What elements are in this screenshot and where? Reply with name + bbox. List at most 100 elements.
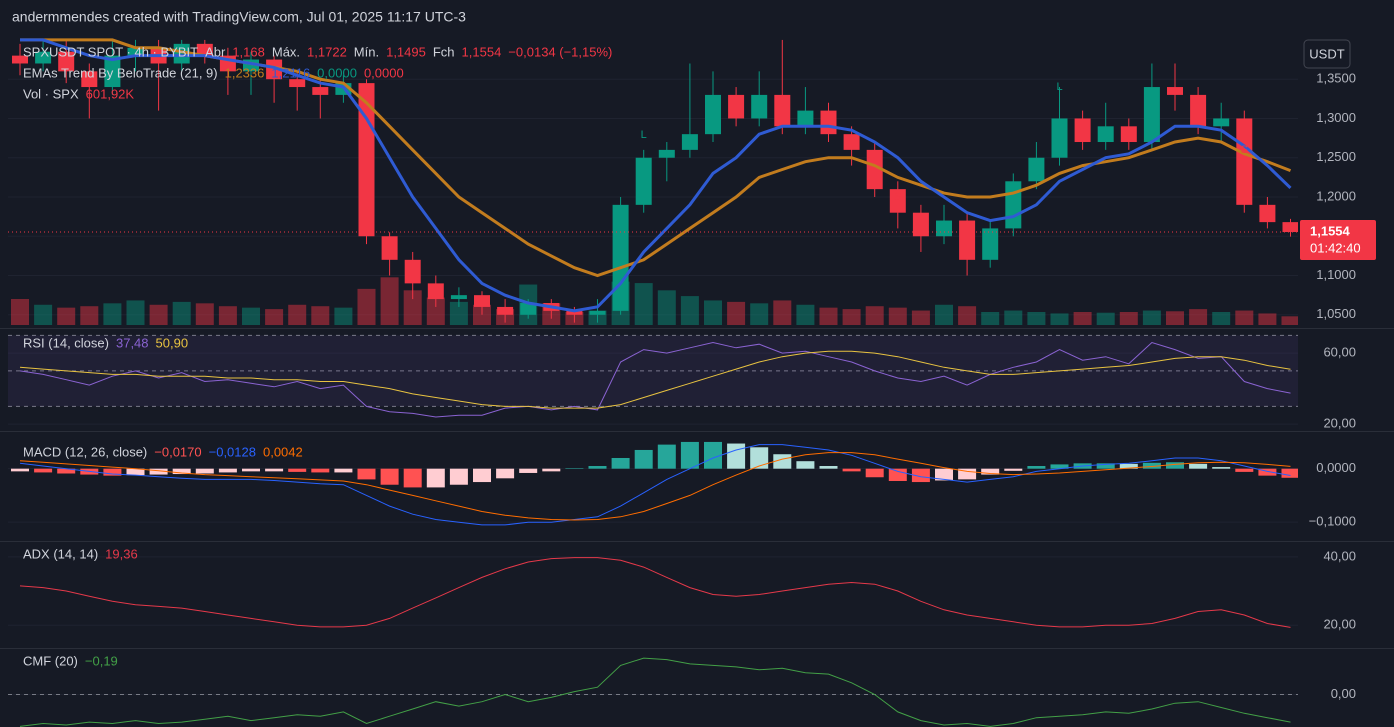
legend-item: Vol · SPX <box>23 86 79 101</box>
candle-body <box>381 236 398 260</box>
candle-body <box>1074 118 1091 143</box>
candle-body <box>450 295 467 300</box>
y-tick-label: 1,0500 <box>1316 306 1356 321</box>
histogram-bar <box>1050 464 1069 469</box>
attribution: andermmendes created with TradingView.co… <box>12 9 466 25</box>
candle-body <box>728 94 745 119</box>
histogram-bar <box>1027 466 1046 469</box>
volume-bar <box>1258 313 1277 325</box>
histogram-bar <box>380 468 399 485</box>
legend-item: 1,1722 <box>307 44 347 59</box>
price-label: 1,1554 <box>1310 223 1351 238</box>
histogram-bar <box>727 443 746 469</box>
candle-body <box>1028 157 1045 182</box>
pane <box>8 334 1298 425</box>
histogram-bar <box>611 457 630 469</box>
y-tick-label: 60,00 <box>1323 345 1356 360</box>
histogram-bar <box>588 466 607 469</box>
candle-body <box>889 189 906 213</box>
currency-label[interactable]: USDT <box>1309 46 1344 61</box>
candle-body <box>404 259 421 284</box>
volume-bar <box>80 306 99 325</box>
histogram-bar <box>34 468 53 473</box>
candle-body <box>312 87 329 95</box>
y-tick-label: 40,00 <box>1323 548 1356 563</box>
legend-item: Abr <box>205 44 226 59</box>
volume-bar <box>680 296 699 325</box>
indicator-line <box>19 341 1291 418</box>
volume-bar <box>288 304 307 325</box>
histogram-bar <box>865 468 884 478</box>
volume-bar <box>334 307 353 325</box>
currency-button <box>1303 39 1351 69</box>
signal-label: S <box>1241 144 1248 156</box>
volume-bar <box>1096 312 1115 325</box>
candle-body <box>289 79 306 88</box>
volume-bar <box>242 307 260 325</box>
histogram-bar <box>149 468 168 475</box>
volume-bar <box>1166 311 1184 325</box>
volume-bar <box>311 306 330 325</box>
histogram-bar <box>542 468 561 472</box>
candle-body <box>566 310 583 315</box>
candle-body <box>266 59 283 80</box>
volume-bar <box>218 306 237 325</box>
histogram-bar <box>981 468 1000 475</box>
legend-item: Fch <box>433 44 455 59</box>
legend-item: −0,0170 <box>154 444 201 459</box>
candle-body <box>912 212 929 237</box>
candle-body <box>1005 181 1022 229</box>
histogram-bar <box>242 468 260 472</box>
volume-bar <box>819 307 838 325</box>
candle-body <box>936 220 952 237</box>
volume-bar <box>911 310 930 325</box>
y-tick-label: 1,2000 <box>1316 188 1356 203</box>
volume-bar <box>11 298 29 325</box>
histogram-bar <box>357 468 376 480</box>
volume-bar <box>1027 311 1046 325</box>
histogram-bar <box>473 468 491 483</box>
candle-body <box>427 283 444 300</box>
indicator-line <box>19 657 1291 727</box>
candle-body <box>497 306 514 315</box>
y-tick-label: 1,3500 <box>1316 71 1356 86</box>
candle-body <box>1051 118 1068 158</box>
candle-body <box>705 94 721 135</box>
y-tick-label: 1,3000 <box>1316 110 1356 125</box>
histogram-bar <box>935 468 953 481</box>
volume-bar <box>981 311 1000 325</box>
y-tick-label: 1,1000 <box>1316 267 1356 282</box>
histogram-bar <box>1235 468 1254 472</box>
legend-item: −0,0128 <box>209 444 256 459</box>
histogram-bar <box>911 468 930 483</box>
volume-bar <box>473 304 491 325</box>
volume-bar <box>1212 311 1231 325</box>
countdown: 01:42:40 <box>1310 240 1361 255</box>
candle-body <box>751 94 768 119</box>
volume-bar <box>449 301 468 325</box>
volume-bar <box>403 290 422 325</box>
histogram-bar <box>1096 463 1115 469</box>
volume-bar <box>865 306 884 325</box>
volume-bar <box>727 301 746 325</box>
volume-bar <box>57 307 76 325</box>
volume-bar <box>1281 316 1298 325</box>
histogram-bar <box>403 468 422 488</box>
candle-body <box>81 71 98 88</box>
histogram-bar <box>172 468 191 475</box>
histogram-bar <box>334 468 353 473</box>
signal-label: S <box>894 191 901 203</box>
candle-body <box>866 149 883 190</box>
histogram-bar <box>680 441 699 469</box>
volume-bar <box>172 301 191 325</box>
histogram-bar <box>657 444 676 469</box>
legend-item: MACD (12, 26, close) <box>23 444 147 459</box>
histogram-bar <box>1142 462 1161 469</box>
candle-body <box>1190 94 1207 127</box>
candle-body <box>58 51 75 72</box>
histogram-bar <box>796 461 815 469</box>
candle-body <box>104 55 121 88</box>
volume-bar <box>149 304 168 325</box>
volume-bar <box>1142 310 1161 325</box>
histogram-bar <box>519 468 538 473</box>
